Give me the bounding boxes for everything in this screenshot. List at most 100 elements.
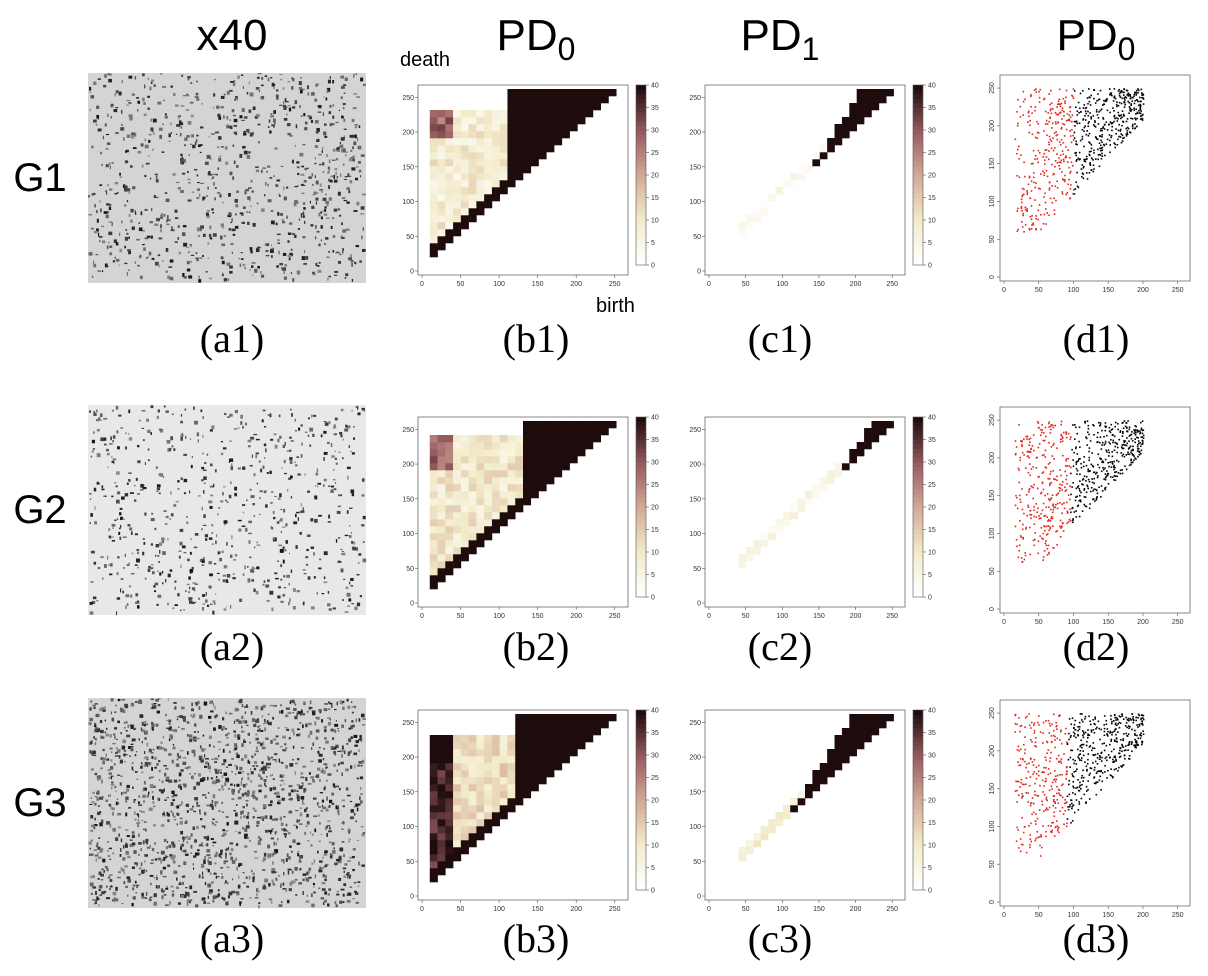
point <box>1114 442 1116 444</box>
nucleus <box>105 123 107 126</box>
nucleus <box>109 245 112 247</box>
point <box>1124 106 1126 108</box>
nucleus <box>260 271 262 274</box>
nucleus <box>156 491 158 492</box>
point <box>1116 117 1118 119</box>
nucleus <box>299 859 301 862</box>
x-tick-label: 50 <box>457 281 465 288</box>
nucleus <box>315 120 319 124</box>
nucleus <box>328 515 330 519</box>
nucleus <box>268 78 270 82</box>
colorbar-cell <box>636 99 646 104</box>
x-tick-label: 0 <box>420 613 424 620</box>
nucleus <box>288 602 290 605</box>
point <box>1117 118 1119 120</box>
nucleus <box>295 464 297 466</box>
point <box>1120 114 1122 116</box>
nucleus <box>301 214 302 217</box>
point <box>1104 128 1106 130</box>
nucleus <box>263 808 264 810</box>
nucleus <box>163 857 165 861</box>
nucleus <box>92 450 94 452</box>
nucleus <box>189 154 190 156</box>
heat-cell <box>539 470 547 477</box>
nucleus <box>286 575 290 578</box>
nucleus <box>300 77 301 79</box>
nucleus <box>97 453 101 457</box>
nucleus <box>146 870 147 872</box>
heat-cell <box>484 449 492 456</box>
point <box>1066 90 1068 92</box>
nucleus <box>248 151 251 153</box>
nucleus <box>206 213 209 216</box>
heat-cell <box>554 96 562 103</box>
heat-cell <box>453 463 461 470</box>
nucleus <box>185 820 187 824</box>
colorbar-tick-label: 35 <box>928 105 936 112</box>
point <box>1082 90 1084 92</box>
heat-cell <box>453 470 461 477</box>
colorbar-cell <box>913 144 923 149</box>
nucleus <box>235 226 238 229</box>
point <box>1095 102 1097 104</box>
nucleus <box>135 593 138 596</box>
heat-cell <box>539 89 547 96</box>
nucleus <box>337 751 341 752</box>
point <box>1093 152 1095 154</box>
point <box>1134 117 1136 119</box>
point <box>1131 438 1133 440</box>
heat-cell <box>430 110 438 117</box>
heat-cell <box>507 449 515 456</box>
nucleus <box>277 521 280 523</box>
heat-cell <box>430 229 438 236</box>
nucleus <box>345 176 348 177</box>
nucleus <box>331 490 334 492</box>
nucleus <box>165 768 168 770</box>
nucleus <box>307 491 310 493</box>
point <box>1029 510 1031 512</box>
nucleus <box>283 872 284 875</box>
nucleus <box>89 252 93 255</box>
heat-cell <box>476 526 484 533</box>
point <box>1137 92 1139 94</box>
point <box>1128 112 1130 114</box>
colorbar-cell <box>913 198 923 203</box>
colorbar-cell <box>913 422 923 427</box>
point <box>1113 97 1115 99</box>
nucleus <box>94 827 96 829</box>
nucleus <box>178 902 181 904</box>
nucleus <box>130 492 134 494</box>
point <box>1023 438 1025 440</box>
nucleus <box>129 117 132 121</box>
nucleus <box>173 744 174 746</box>
nucleus <box>103 870 104 873</box>
point <box>1094 121 1096 123</box>
heat-cell <box>430 173 438 180</box>
nucleus <box>208 171 210 175</box>
point <box>1123 444 1125 446</box>
nucleus <box>299 218 300 220</box>
nucleus <box>172 445 174 447</box>
point <box>1050 110 1052 112</box>
nucleus <box>350 489 354 493</box>
point <box>1061 435 1063 437</box>
point <box>1042 481 1044 483</box>
nucleus <box>279 436 281 439</box>
nucleus <box>360 595 362 597</box>
heat-cell <box>539 463 547 470</box>
point <box>1074 137 1076 139</box>
heat-cell <box>871 421 879 428</box>
y-tick-label: 250 <box>402 95 414 102</box>
x-tick-label: 0 <box>420 281 424 288</box>
point <box>1109 134 1111 136</box>
nucleus <box>296 826 298 829</box>
nucleus <box>183 95 186 96</box>
nucleus <box>149 252 152 256</box>
nucleus <box>252 765 255 767</box>
nucleus <box>270 113 272 114</box>
point <box>1116 475 1118 477</box>
heat-cell <box>469 533 477 540</box>
point <box>1029 451 1031 453</box>
nucleus <box>192 582 196 583</box>
nucleus <box>136 885 139 886</box>
